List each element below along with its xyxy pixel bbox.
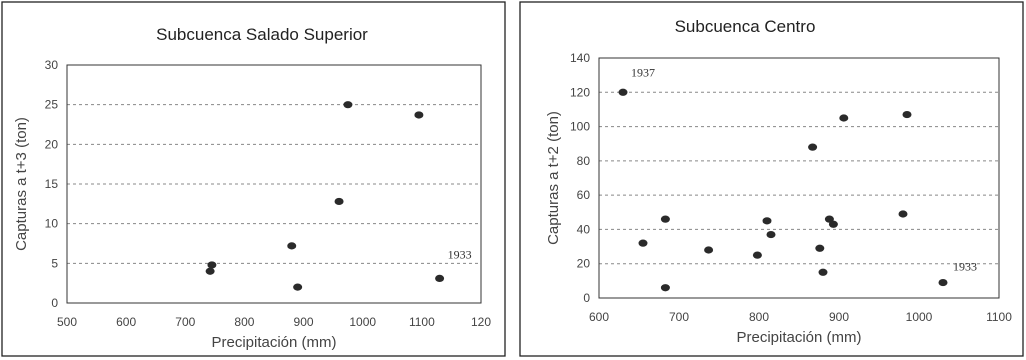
data-point — [343, 101, 353, 109]
data-point — [766, 230, 776, 239]
y-tick-label: 40 — [577, 222, 591, 236]
y-tick-label: 140 — [570, 51, 590, 65]
data-point — [828, 220, 838, 228]
data-points — [205, 101, 445, 291]
x-tick-label: 120 — [471, 315, 491, 329]
y-tick-label: 0 — [51, 296, 58, 310]
annotations: 1937 1933 — [631, 65, 977, 273]
data-point — [618, 88, 628, 96]
data-point — [938, 278, 948, 287]
x-tick-label: 800 — [234, 315, 254, 329]
data-point — [293, 283, 303, 291]
y-tick-label: 20 — [45, 137, 59, 151]
x-tick-labels: 500 600 700 800 900 1000 1100 120 — [57, 315, 491, 329]
data-point — [815, 244, 825, 252]
data-point — [808, 143, 818, 151]
y-tick-label: 80 — [577, 154, 591, 168]
y-tick-label: 30 — [45, 58, 59, 72]
chart-panel-salado-superior: Subcuenca Salado Superior 0 5 10 15 20 25 30 5… — [1, 1, 506, 357]
data-point — [414, 111, 424, 119]
data-point — [839, 114, 849, 122]
y-tick-label: 15 — [45, 177, 59, 191]
data-point — [207, 261, 217, 269]
y-axis-label: Capturas a t+2 (ton) — [545, 111, 562, 245]
x-tick-label: 700 — [669, 310, 689, 324]
data-point — [205, 267, 215, 275]
panel-frame — [519, 1, 1024, 357]
y-tick-label: 20 — [577, 257, 591, 271]
chart-title: Subcuenca Centro — [675, 17, 816, 36]
data-point — [660, 215, 670, 223]
plot-area — [66, 64, 482, 304]
y-tick-label: 0 — [583, 291, 590, 305]
data-point — [287, 242, 297, 250]
y-tick-label: 5 — [51, 256, 58, 270]
x-tick-label: 500 — [57, 315, 77, 329]
panel-frame — [1, 1, 506, 357]
x-tick-label: 600 — [589, 310, 609, 324]
data-point — [752, 251, 762, 259]
annotation-label: 1937 — [631, 65, 655, 79]
data-point — [898, 210, 908, 218]
y-tick-label: 60 — [577, 188, 591, 202]
y-axis-label: Capturas a t+3 (ton) — [13, 117, 30, 251]
y-tick-label: 100 — [570, 120, 590, 134]
annotation-label: 1933 — [953, 260, 977, 274]
data-point — [660, 284, 670, 292]
data-point — [762, 217, 772, 225]
x-tick-label: 800 — [749, 310, 769, 324]
data-point — [818, 268, 828, 276]
y-tick-labels: 0 5 10 15 20 25 30 — [45, 58, 59, 310]
x-tick-label: 600 — [116, 315, 136, 329]
x-tick-label: 1100 — [409, 315, 435, 329]
data-point — [334, 197, 344, 206]
y-tick-label: 120 — [570, 85, 590, 99]
x-tick-label: 900 — [294, 315, 314, 329]
data-point — [638, 239, 648, 247]
x-tick-label: 700 — [175, 315, 195, 329]
grid-lines — [599, 91, 999, 265]
data-point — [435, 274, 445, 283]
y-tick-labels: 0 20 40 60 80 100 120 140 — [570, 51, 590, 305]
chart-title: Subcuenca Salado Superior — [156, 25, 368, 44]
x-tick-label: 900 — [829, 310, 849, 324]
x-tick-label: 1100 — [986, 310, 1012, 324]
y-tick-label: 25 — [45, 98, 59, 112]
grid-lines — [67, 104, 481, 264]
x-axis-label: Precipitación (mm) — [736, 329, 861, 346]
y-tick-label: 10 — [45, 217, 59, 231]
x-tick-label: 1000 — [349, 315, 376, 329]
data-point — [902, 110, 912, 119]
x-tick-labels: 600 700 800 900 1000 1100 — [589, 310, 1012, 324]
data-points — [618, 88, 948, 292]
x-tick-label: 1000 — [906, 310, 933, 324]
data-point — [704, 246, 714, 254]
plot-area — [598, 57, 1000, 299]
x-axis-label: Precipitación (mm) — [211, 334, 336, 351]
annotation-label: 1933 — [448, 247, 472, 261]
chart-panel-centro: Subcuenca Centro 0 20 40 60 80 100 120 140 600 7… — [519, 1, 1024, 357]
data-point — [824, 215, 834, 223]
annotations: 1933 — [448, 247, 472, 261]
